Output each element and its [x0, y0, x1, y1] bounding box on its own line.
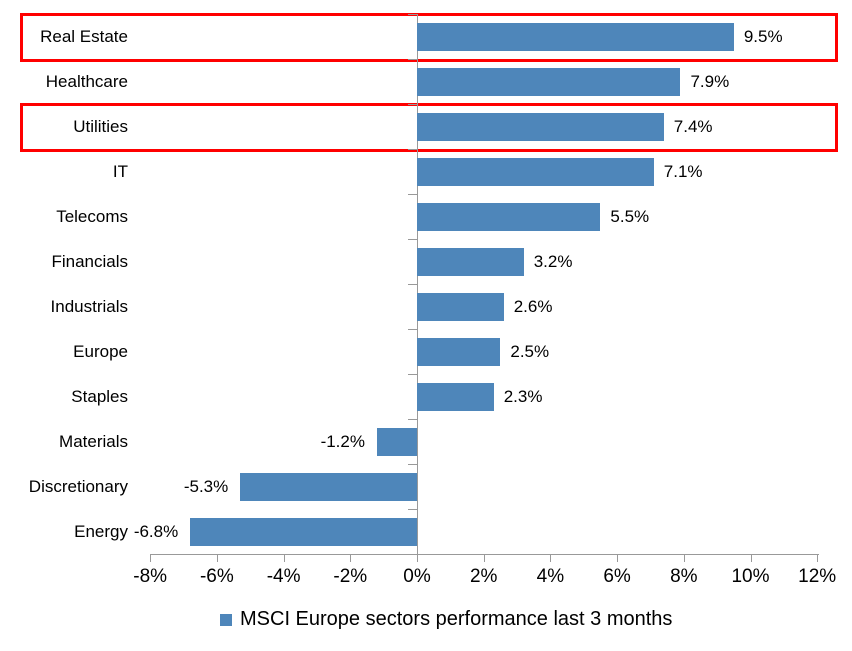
category-label: IT [112, 162, 128, 181]
value-axis-tick [817, 554, 819, 562]
bar [417, 337, 501, 366]
category-label: Industrials [50, 297, 128, 316]
category-axis-tick [408, 14, 418, 15]
value-label: 7.4% [673, 117, 713, 136]
value-axis-tick-label: 2% [469, 566, 498, 587]
category-axis-tick [408, 419, 418, 420]
value-label: 2.5% [510, 342, 550, 361]
value-label: -1.2% [320, 432, 365, 451]
value-label: 2.3% [503, 387, 543, 406]
value-label: -6.8% [133, 522, 179, 541]
value-label: 7.9% [690, 72, 730, 91]
category-label: Healthcare [45, 72, 128, 91]
bar [417, 202, 601, 231]
bar [190, 517, 417, 546]
category-label: Discretionary [28, 477, 128, 496]
category-label: Staples [71, 387, 128, 406]
category-label: Energy [74, 522, 128, 541]
value-axis-tick [617, 554, 619, 562]
value-axis-tick [483, 554, 485, 562]
category-axis-tick [408, 329, 418, 330]
value-axis-tick [683, 554, 685, 562]
value-label: 3.2% [533, 252, 573, 271]
bar [417, 67, 681, 96]
legend-marker-icon [220, 613, 232, 626]
bar [240, 472, 417, 501]
value-axis-tick [550, 554, 552, 562]
category-axis-tick [408, 239, 418, 240]
bar [417, 292, 504, 321]
category-axis-tick [408, 149, 418, 150]
value-axis-tick-label: 12% [798, 566, 837, 587]
value-label: -5.3% [183, 477, 229, 496]
category-axis-tick [408, 59, 418, 60]
value-axis-tick [750, 554, 752, 562]
value-axis-tick [216, 554, 218, 562]
category-label: Financials [51, 252, 128, 271]
value-label: 5.5% [610, 207, 650, 226]
value-axis-tick-label: 0% [403, 566, 431, 587]
value-axis-tick [150, 554, 152, 562]
value-axis-tick-label: -4% [266, 566, 301, 587]
category-axis-tick [408, 194, 418, 195]
legend-label: MSCI Europe sectors performance last 3 m… [240, 608, 673, 630]
category-label: Materials [59, 432, 128, 451]
bar [376, 427, 417, 456]
bar [417, 247, 524, 276]
highlight-box [20, 13, 838, 62]
bar [417, 112, 664, 141]
bar [417, 22, 734, 51]
value-axis-tick-label: 4% [536, 566, 565, 587]
value-axis-tick [350, 554, 352, 562]
value-axis-tick-label: -6% [199, 566, 234, 587]
bar [417, 157, 654, 186]
category-axis-tick [408, 464, 418, 465]
category-label: Real Estate [40, 27, 128, 46]
value-label: 9.5% [743, 27, 783, 46]
value-axis-tick [283, 554, 285, 562]
highlight-box [20, 103, 838, 152]
value-axis-tick-label: 8% [670, 566, 698, 587]
legend: MSCI Europe sectors performance last 3 m… [220, 608, 672, 631]
value-axis-tick-label: 6% [603, 566, 631, 587]
category-label: Utilities [73, 117, 128, 136]
value-axis-tick-label: -2% [333, 566, 368, 587]
category-axis-tick [408, 284, 418, 285]
bar [417, 382, 494, 411]
category-axis-tick [408, 509, 418, 510]
value-label: 7.1% [663, 162, 703, 181]
category-label: Telecoms [56, 207, 128, 226]
category-axis-tick [408, 374, 418, 375]
category-axis-tick [408, 104, 418, 105]
category-label: Europe [73, 342, 128, 361]
value-axis-tick-label: -8% [133, 566, 168, 587]
value-axis-tick [417, 554, 418, 562]
value-axis-tick-label: 10% [731, 566, 770, 587]
value-label: 2.6% [513, 297, 553, 316]
